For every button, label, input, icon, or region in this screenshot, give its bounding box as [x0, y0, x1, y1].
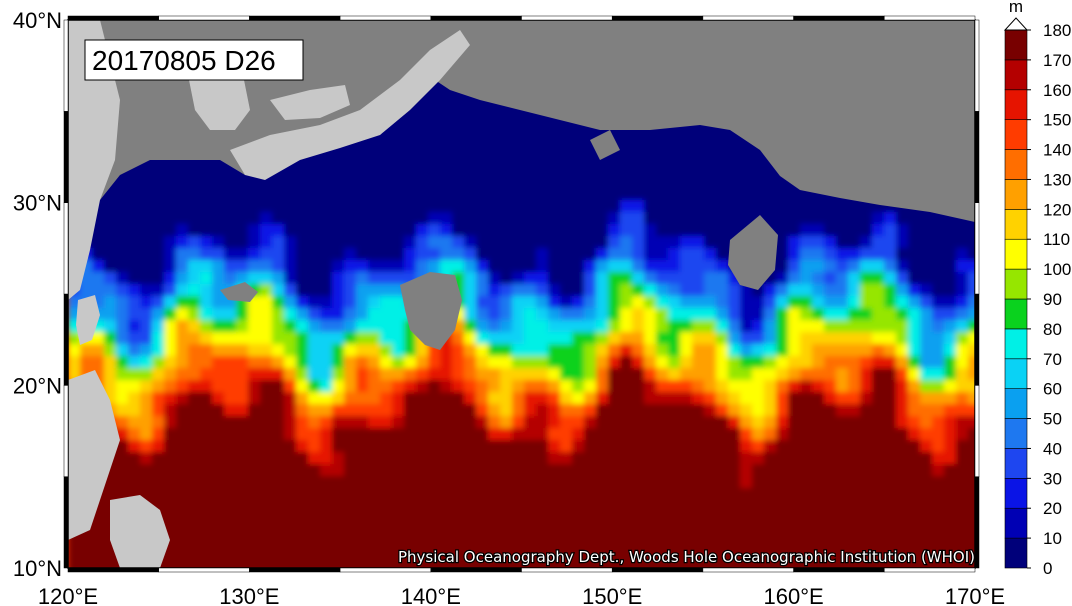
colorbar-segment [1004, 179, 1028, 210]
colorbar-tick-label: 0 [1043, 559, 1052, 578]
colorbar-segment [1004, 298, 1028, 330]
colorbar-segment [1004, 448, 1028, 479]
colorbar-segment [1004, 507, 1028, 539]
latitude-axis-labels: 40°N 30°N 20°N 10°N [13, 8, 62, 581]
colorbar-tick-label: 10 [1043, 529, 1062, 548]
colorbar-segment [1004, 268, 1028, 300]
colorbar-segment [1004, 209, 1028, 240]
colorbar-tick-label: 150 [1043, 111, 1071, 130]
colorbar-tick-label: 110 [1043, 230, 1070, 249]
colorbar-tick-label: 80 [1043, 320, 1062, 339]
colorbar-tick-label: 90 [1043, 290, 1062, 309]
date-label-box [84, 39, 304, 81]
lon-tick-label: 120°E [38, 584, 98, 606]
colorbar-segment [1004, 59, 1028, 91]
colorbar-segment [1004, 537, 1028, 569]
colorbar-tick-label: 20 [1043, 499, 1062, 518]
map-plot-area [68, 20, 975, 568]
lat-tick-label: 40°N [13, 8, 62, 33]
colorbar-segment [1004, 388, 1028, 419]
colorbar-segment [1004, 119, 1028, 150]
colorbar-extend-arrow [1003, 17, 1029, 31]
lon-tick-label: 130°E [219, 584, 279, 606]
credit-text: Physical Oceanography Dept., Woods Hole … [398, 548, 975, 566]
date-label-text: 20170805 D26 [92, 45, 276, 76]
lon-tick-label: 150°E [582, 584, 642, 606]
colorbar-tick-label: 180 [1043, 21, 1071, 40]
colorbar-tick-label: 100 [1043, 260, 1071, 279]
date-label: 20170805 D26 [84, 39, 304, 81]
lat-tick-label: 10°N [13, 556, 62, 581]
lat-tick-label: 30°N [13, 191, 62, 216]
colorbar-unit: m [1009, 0, 1023, 16]
colorbar-segment [1004, 89, 1028, 120]
colorbar-tick-label: 120 [1043, 200, 1071, 219]
lon-tick-label: 160°E [764, 584, 824, 606]
colorbar-tick-label: 130 [1043, 170, 1071, 189]
colorbar-segment [1004, 478, 1028, 509]
longitude-axis-labels: 120°E 130°E 140°E 150°E 160°E 170°E [38, 584, 1005, 606]
colorbar-segment [1004, 328, 1028, 360]
colorbar-segment [1004, 238, 1028, 270]
colorbar-tick-label: 170 [1043, 51, 1071, 70]
colorbar-segment [1004, 358, 1028, 389]
colorbar-tick-label: 30 [1043, 469, 1062, 488]
colorbar-tick-label: 60 [1043, 380, 1062, 399]
colorbar-segment [1004, 29, 1028, 61]
lon-tick-label: 140°E [401, 584, 461, 606]
frame-ticks [63, 15, 980, 573]
colorbar-tick-label: 70 [1043, 350, 1062, 369]
coast-land [68, 20, 470, 568]
colorbar-segment [1004, 418, 1028, 449]
lon-tick-label: 170°E [945, 584, 1005, 606]
lat-tick-label: 20°N [13, 373, 62, 398]
colorbar-tick-label: 140 [1043, 141, 1071, 160]
colorbar-segment [1004, 149, 1028, 180]
colorbar: m 0 10 20 30 40 50 60 70 80 90 100 110 120 130 140 150 16… [1003, 0, 1071, 578]
colorbar-tick-label: 160 [1043, 81, 1071, 100]
colorbar-tick-label: 40 [1043, 439, 1062, 458]
colorbar-tick-label: 50 [1043, 410, 1062, 429]
